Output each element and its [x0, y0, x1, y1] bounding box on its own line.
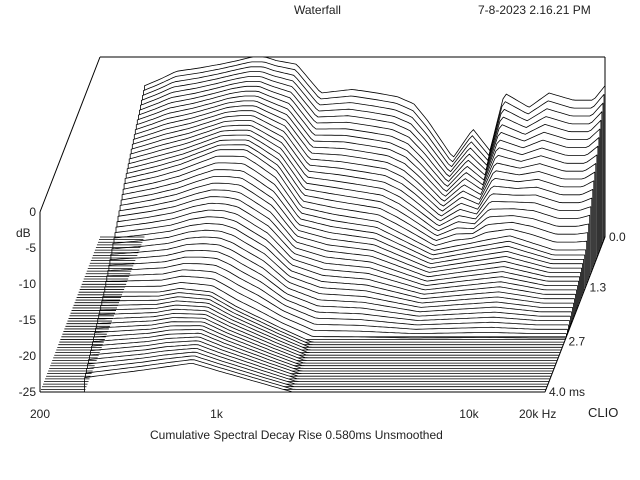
y-tick-label: -5 [25, 241, 36, 255]
chart-caption: Cumulative Spectral Decay Rise 0.580ms U… [150, 428, 443, 442]
chart-title: Waterfall [294, 3, 341, 17]
z-tick-label: 4.0 ms [549, 385, 585, 399]
x-tick-label: 1k [210, 407, 224, 421]
y-tick-label: -25 [19, 385, 37, 399]
y-tick-label: 0 [29, 205, 36, 219]
brand-logo: CLIO [588, 405, 619, 420]
z-tick-label: 2.7 [569, 335, 586, 349]
x-tick-label: 200 [30, 407, 50, 421]
x-tick-label: 10k [459, 407, 479, 421]
y-tick-label: -10 [19, 277, 37, 291]
decay-slices [40, 56, 606, 393]
z-tick-label: 0.0 [609, 230, 626, 244]
y-tick-label: -20 [19, 349, 37, 363]
y-tick-label: -15 [19, 313, 37, 327]
z-tick-label: 1.3 [590, 280, 607, 294]
x-tick-label: 20k Hz [519, 407, 556, 421]
y-axis-label: dB [16, 226, 31, 240]
decay-slice [84, 363, 546, 393]
axis-ticks: 0 -5 -10 -15 -20 -25 200 1k 10k 20k Hz 0.0 1.3 2.7 4.… [19, 205, 626, 421]
timestamp: 7-8-2023 2.16.21 PM [478, 3, 591, 17]
left-depth-edge [39, 56, 101, 213]
